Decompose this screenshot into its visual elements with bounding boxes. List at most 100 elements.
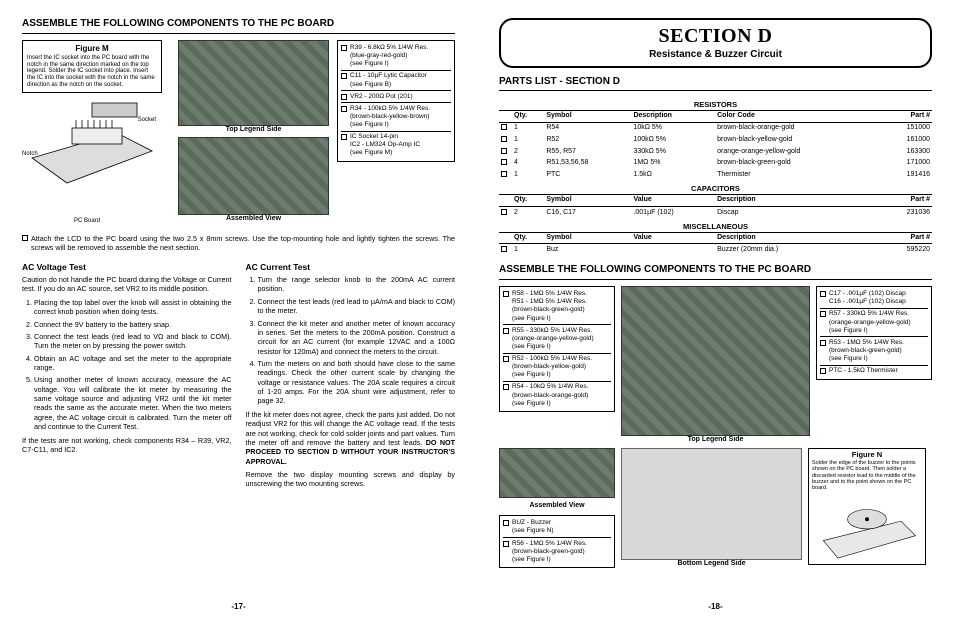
table-row: 1R5410kΩ 5%brown-black-orange-gold151000 [499, 122, 932, 134]
assemble-heading: ASSEMBLE THE FOLLOWING COMPONENTS TO THE… [22, 18, 455, 34]
callout-row: R34 - 100kΩ 5% 1/4W Res. (brown-black-ye… [341, 103, 451, 131]
callout-row: R52 - 100kΩ 5% 1/4W Res. (brown-black-ye… [503, 354, 611, 382]
row-checkbox [501, 136, 507, 142]
page-number-17: -17- [22, 602, 455, 612]
callouts-right: C17 - .001µF (102) Discap C16 - .001µF (… [816, 286, 932, 380]
figure-n-box: Figure N Solder the edge of the buzzer t… [808, 448, 926, 565]
callout-row: PTC - 1.5kΩ Thermister [820, 366, 928, 377]
callout-row: R53 - 1MΩ 5% 1/4W Res. (brown-black-gree… [820, 337, 928, 365]
callout-checkbox [503, 328, 509, 334]
page-number-18: -18- [499, 602, 932, 612]
step-item: Turn the meters on and both should have … [258, 359, 456, 406]
section-d-title-box: SECTION D Resistance & Buzzer Circuit [499, 18, 932, 68]
callout-checkbox [503, 356, 509, 362]
callout-checkbox [503, 291, 509, 297]
top-legend-right: Top Legend Side [499, 436, 932, 445]
table-row: 2C16, C17.001µF (102)Discap231036 [499, 207, 932, 219]
parts-table: RESISTORS Qty.SymbolDescriptionColor Cod… [499, 97, 932, 256]
callout-row: R39 - 6.8kΩ 5% 1/4W Res. (blue-gray-red-… [341, 43, 451, 71]
callout-text: R56 - 1MΩ 5% 1/4W Res. (brown-black-gree… [512, 540, 587, 564]
pcb-right-top [621, 286, 810, 436]
callout-row: R57 - 330kΩ 5% 1/4W Res. (orange-orange-… [820, 309, 928, 337]
table-row: 4R51,53,56,581MΩ 5%brown-black-green-gol… [499, 158, 932, 170]
row-checkbox [501, 148, 507, 154]
resistors-cat: RESISTORS [499, 97, 932, 110]
ac-current-title: AC Current Test [246, 262, 456, 273]
callouts-left: R58 - 1MΩ 5% 1/4W Res. R51 - 1MΩ 5% 1/4W… [499, 286, 615, 413]
callout-checkbox [820, 368, 826, 374]
pcb-top-image [178, 40, 329, 126]
bottom-legend-caption: Bottom Legend Side [621, 560, 802, 569]
callout-text: R34 - 100kΩ 5% 1/4W Res. (brown-black-ye… [350, 105, 430, 129]
callout-column: R39 - 6.8kΩ 5% 1/4W Res. (blue-gray-red-… [337, 40, 455, 228]
callout-row: IC Socket 14-pin IC2 - LM324 Op-Amp IC (… [341, 132, 451, 159]
pcb-assembled-right [499, 448, 615, 498]
step-item: Obtain an AC voltage and set the meter t… [34, 354, 232, 373]
callout-checkbox [820, 340, 826, 346]
parts-list-heading: PARTS LIST - SECTION D [499, 76, 932, 92]
callout-text: R54 - 10kΩ 5% 1/4W Res. (brown-black-ora… [512, 383, 588, 407]
assembled-caption-right: Assembled View [499, 502, 615, 511]
callout-checkbox [503, 541, 509, 547]
pcboard-label: PC Board [74, 218, 100, 226]
callout-text: IC Socket 14-pin IC2 - LM324 Op-Amp IC (… [350, 133, 420, 157]
callout-row: BUZ - Buzzer (see Figure N) [503, 518, 611, 538]
callouts-bottom: BUZ - Buzzer (see Figure N)R56 - 1MΩ 5% … [499, 515, 615, 569]
callout-row: C17 - .001µF (102) Discap C16 - .001µF (… [820, 289, 928, 309]
callout-row: R56 - 1MΩ 5% 1/4W Res. (brown-black-gree… [503, 538, 611, 565]
step-item: Connect the kit meter and another meter … [258, 319, 456, 356]
pcb-bottom-legend [621, 448, 802, 559]
table-row: 1BuzBuzzer (20mm dia.)595220 [499, 244, 932, 256]
callout-row: VR2 - 200Ω Pot (201) [341, 91, 451, 103]
row-checkbox [501, 171, 507, 177]
callout-row: C11 - 10µF Lytic Capacitor (see Figure B… [341, 71, 451, 91]
callout-text: R58 - 1MΩ 5% 1/4W Res. R51 - 1MΩ 5% 1/4W… [512, 290, 587, 323]
row-checkbox [501, 209, 507, 215]
callout-checkbox [820, 291, 826, 297]
step-item: Turn the range selector knob to the 200m… [258, 275, 456, 294]
callout-row: R58 - 1MΩ 5% 1/4W Res. R51 - 1MΩ 5% 1/4W… [503, 289, 611, 326]
figure-n-text: Solder the edge of the buzzer to the poi… [812, 460, 922, 492]
callout-text: VR2 - 200Ω Pot (201) [350, 93, 413, 101]
callout-text: R55 - 330kΩ 5% 1/4W Res. (orange-orange-… [512, 327, 594, 351]
attach-checkbox [22, 235, 28, 241]
callout-checkbox [341, 45, 347, 51]
callout-text: R52 - 100kΩ 5% 1/4W Res. (brown-black-ye… [512, 355, 592, 379]
page-17: ASSEMBLE THE FOLLOWING COMPONENTS TO THE… [0, 0, 477, 618]
assembled-caption: Assembled View [178, 215, 329, 224]
socket-label: Socket [138, 117, 156, 125]
callout-text: R53 - 1MΩ 5% 1/4W Res. (brown-black-gree… [829, 339, 904, 363]
ac-voltage-footer: If the tests are not working, check comp… [22, 436, 232, 455]
attach-note: Attach the LCD to the PC board using the… [31, 234, 455, 252]
callout-checkbox [341, 134, 347, 140]
callout-text: R57 - 330kΩ 5% 1/4W Res. (orange-orange-… [829, 310, 911, 334]
step-item: Using another meter of known accuracy, m… [34, 375, 232, 431]
callout-row: R55 - 330kΩ 5% 1/4W Res. (orange-orange-… [503, 325, 611, 353]
step-item: Connect the 9V battery to the battery sn… [34, 320, 232, 329]
callout-text: R39 - 6.8kΩ 5% 1/4W Res. (blue-gray-red-… [350, 44, 428, 68]
pcb-assembled-image [178, 137, 329, 215]
ac-voltage-section: AC Voltage Test Caution do not handle th… [22, 256, 232, 489]
assemble-heading-right: ASSEMBLE THE FOLLOWING COMPONENTS TO THE… [499, 264, 932, 280]
callout-checkbox [341, 106, 347, 112]
callout-row: R54 - 10kΩ 5% 1/4W Res. (brown-black-ora… [503, 382, 611, 409]
callout-text: C17 - .001µF (102) Discap C16 - .001µF (… [829, 290, 906, 306]
row-checkbox [501, 246, 507, 252]
table-row: 2R55, R57330kΩ 5%orange-orange-yellow-go… [499, 146, 932, 158]
misc-cat: MISCELLANEOUS [499, 219, 932, 232]
notch-label: Notch [22, 151, 38, 159]
ac-voltage-intro: Caution do not handle the PC board durin… [22, 275, 232, 294]
ac-current-section: AC Current Test Turn the range selector … [246, 256, 456, 489]
ac-current-para2: Remove the two display mounting screws a… [246, 470, 456, 489]
callout-checkbox [820, 311, 826, 317]
callout-text: C11 - 10µF Lytic Capacitor (see Figure B… [350, 72, 427, 88]
section-d-subtitle: Resistance & Buzzer Circuit [501, 49, 930, 62]
section-d-title: SECTION D [501, 24, 930, 49]
capacitors-cat: CAPACITORS [499, 181, 932, 194]
callout-text: PTC - 1.5kΩ Thermister [829, 367, 898, 375]
table-row: 1R52100kΩ 5%brown-black-yellow-gold16100… [499, 134, 932, 146]
table-row: 1PTC1.5kΩThermister191416 [499, 170, 932, 182]
ac-current-para1: If the kit meter does not agree, check t… [246, 410, 456, 466]
figure-m-title: Figure M [27, 44, 157, 53]
callout-checkbox [341, 73, 347, 79]
